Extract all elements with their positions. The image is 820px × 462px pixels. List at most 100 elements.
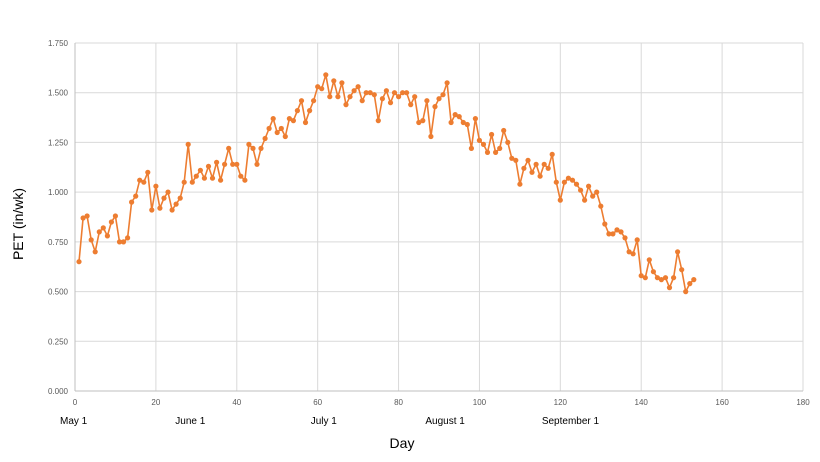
data-point [549, 151, 555, 157]
data-point [662, 275, 669, 281]
month-label: May 1 [60, 416, 88, 427]
x-axis-title: Day [390, 435, 415, 451]
data-point [327, 94, 333, 100]
data-point [92, 249, 98, 255]
data-point [347, 94, 353, 100]
data-point [456, 114, 462, 120]
data-point [76, 259, 82, 265]
data-point [582, 197, 588, 203]
month-label: June 1 [175, 416, 205, 427]
data-point [626, 249, 632, 255]
data-point [133, 193, 139, 199]
data-point [234, 161, 240, 167]
data-point [161, 195, 167, 201]
data-point [683, 289, 689, 295]
data-point [537, 173, 543, 179]
data-point [193, 173, 199, 179]
data-point [379, 96, 385, 102]
month-label: July 1 [311, 416, 338, 427]
data-point [679, 267, 685, 273]
data-point [254, 161, 260, 167]
data-point [424, 98, 430, 104]
data-point [521, 165, 527, 171]
data-point [315, 84, 321, 90]
y-tick-label: 1.750 [48, 39, 69, 48]
data-point [214, 159, 220, 165]
data-point [642, 275, 648, 281]
data-point [96, 229, 102, 235]
data-point [525, 157, 531, 163]
data-point [513, 157, 519, 163]
data-point [343, 102, 349, 108]
data-point [197, 167, 203, 173]
y-axis-title: PET (in/wk) [10, 188, 26, 260]
data-point [137, 177, 143, 183]
data-point [242, 177, 248, 183]
data-point [141, 179, 147, 185]
data-point [120, 239, 127, 245]
data-point [529, 169, 535, 175]
data-point [468, 145, 474, 151]
data-point [100, 225, 106, 231]
data-point [181, 179, 187, 185]
data-point [238, 173, 244, 179]
data-point [618, 229, 624, 235]
data-point [173, 201, 179, 207]
data-point [448, 119, 454, 126]
data-point [84, 213, 90, 219]
data-point [501, 127, 507, 134]
data-point [489, 131, 495, 138]
data-point [630, 251, 636, 257]
data-point [541, 161, 547, 167]
x-tick-label: 180 [796, 398, 810, 407]
x-tick-label: 140 [635, 398, 649, 407]
series-points-layer [76, 72, 697, 295]
data-point [444, 80, 450, 86]
data-point [561, 179, 568, 185]
y-tick-label: 0.750 [48, 238, 69, 247]
data-point [602, 221, 608, 227]
data-point [650, 269, 657, 275]
data-point [125, 235, 131, 241]
data-point [270, 116, 276, 122]
data-point [274, 129, 280, 136]
data-point [355, 84, 361, 90]
x-tick-label: 160 [715, 398, 729, 407]
data-point [545, 165, 551, 171]
data-point [157, 205, 163, 211]
data-point [517, 181, 523, 187]
data-point [302, 119, 309, 126]
data-point [598, 203, 604, 209]
x-tick-label: 100 [473, 398, 487, 407]
data-point [404, 90, 410, 96]
data-point [319, 86, 325, 92]
data-point [230, 161, 236, 167]
y-tick-label: 1.250 [48, 138, 69, 147]
data-point [472, 116, 478, 122]
y-tick-label: 1.500 [48, 89, 69, 98]
data-point [282, 133, 288, 140]
data-point [391, 90, 398, 96]
data-point [209, 175, 216, 181]
data-point [476, 137, 482, 143]
data-point [557, 197, 563, 203]
data-point [610, 231, 616, 237]
month-label: September 1 [542, 416, 600, 427]
data-point [400, 90, 406, 96]
x-tick-label: 80 [394, 398, 403, 407]
data-point [331, 78, 337, 84]
data-point [88, 237, 94, 243]
data-point [177, 195, 183, 201]
month-label: August 1 [425, 416, 465, 427]
data-point [145, 169, 151, 175]
axes [74, 43, 803, 392]
data-point [553, 179, 559, 185]
data-point [484, 149, 491, 155]
tick-labels-layer: 0.000 0.250 0.500 0.750 1.000 1.250 1.500 1.750… [48, 39, 810, 427]
data-point [509, 155, 515, 161]
data-point [226, 145, 232, 151]
x-tick-label: 40 [232, 398, 241, 407]
data-point [428, 133, 434, 140]
data-point [205, 163, 212, 169]
